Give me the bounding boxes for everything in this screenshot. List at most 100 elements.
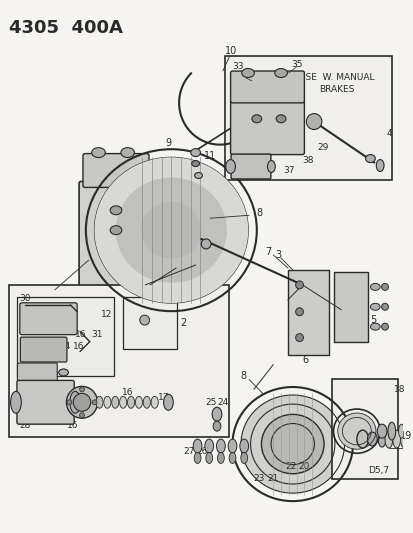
Bar <box>224 56 391 181</box>
Text: 19: 19 <box>399 431 411 441</box>
Text: 16: 16 <box>75 330 86 339</box>
Text: 38: 38 <box>302 156 313 165</box>
Text: 16: 16 <box>67 421 79 430</box>
Ellipse shape <box>121 148 134 158</box>
Text: 30: 30 <box>19 294 30 303</box>
FancyBboxPatch shape <box>20 337 67 362</box>
Circle shape <box>306 114 321 130</box>
Bar <box>333 272 367 342</box>
Circle shape <box>79 387 84 392</box>
Text: 33: 33 <box>232 61 243 70</box>
Bar <box>133 307 166 338</box>
Ellipse shape <box>70 391 81 413</box>
Bar <box>287 270 328 354</box>
Ellipse shape <box>96 397 103 408</box>
Text: 15: 15 <box>19 340 30 349</box>
Text: 23: 23 <box>252 474 264 483</box>
Ellipse shape <box>261 414 323 474</box>
Ellipse shape <box>381 284 387 290</box>
Ellipse shape <box>370 303 379 310</box>
Text: 8: 8 <box>240 372 246 382</box>
Ellipse shape <box>143 397 150 408</box>
Text: 36: 36 <box>230 159 242 168</box>
Ellipse shape <box>275 115 285 123</box>
Ellipse shape <box>211 407 221 421</box>
Ellipse shape <box>104 397 111 408</box>
Ellipse shape <box>370 323 379 330</box>
Text: 25: 25 <box>205 398 216 407</box>
FancyBboxPatch shape <box>17 381 74 424</box>
Circle shape <box>295 334 303 342</box>
Text: 9: 9 <box>165 138 171 148</box>
Bar <box>9 285 228 437</box>
Ellipse shape <box>135 397 142 408</box>
Ellipse shape <box>228 453 235 464</box>
Ellipse shape <box>381 323 387 330</box>
Text: 1: 1 <box>45 289 51 299</box>
Ellipse shape <box>241 69 254 77</box>
Text: 8: 8 <box>256 208 262 219</box>
Text: 16: 16 <box>73 342 85 351</box>
Text: 13: 13 <box>19 308 30 317</box>
Text: D5,7: D5,7 <box>368 466 389 475</box>
Circle shape <box>79 413 84 418</box>
FancyBboxPatch shape <box>230 99 304 155</box>
Circle shape <box>140 315 149 325</box>
Text: 22: 22 <box>285 463 296 472</box>
Ellipse shape <box>240 395 344 493</box>
Ellipse shape <box>213 421 221 431</box>
Ellipse shape <box>239 439 248 453</box>
Text: 20: 20 <box>298 463 309 472</box>
Text: 37: 37 <box>282 166 294 175</box>
FancyBboxPatch shape <box>230 71 304 103</box>
FancyBboxPatch shape <box>79 181 152 290</box>
Circle shape <box>92 400 97 405</box>
Text: 31: 31 <box>92 330 103 339</box>
Text: 18: 18 <box>393 385 404 394</box>
Text: 16: 16 <box>121 388 133 397</box>
Bar <box>331 379 396 479</box>
Text: 4305  400A: 4305 400A <box>9 19 123 37</box>
Text: 21: 21 <box>267 474 278 483</box>
Ellipse shape <box>337 413 375 449</box>
Ellipse shape <box>110 206 121 215</box>
Circle shape <box>295 281 303 289</box>
Ellipse shape <box>141 202 201 259</box>
Ellipse shape <box>252 115 261 123</box>
Circle shape <box>295 308 303 316</box>
Ellipse shape <box>94 157 248 303</box>
Text: 17: 17 <box>158 393 169 402</box>
Ellipse shape <box>409 424 413 438</box>
Ellipse shape <box>204 439 213 453</box>
Ellipse shape <box>400 430 407 448</box>
Ellipse shape <box>11 391 21 413</box>
Ellipse shape <box>384 430 392 448</box>
Ellipse shape <box>387 422 395 440</box>
Text: 35: 35 <box>290 60 301 69</box>
Ellipse shape <box>376 424 386 438</box>
Text: 27: 27 <box>183 447 194 456</box>
Ellipse shape <box>225 159 235 173</box>
Text: 7: 7 <box>265 247 271 257</box>
Ellipse shape <box>191 160 199 166</box>
Ellipse shape <box>375 159 383 172</box>
Ellipse shape <box>194 173 202 179</box>
Ellipse shape <box>116 177 226 283</box>
FancyBboxPatch shape <box>20 303 77 335</box>
Ellipse shape <box>370 284 379 290</box>
Text: 34: 34 <box>232 71 243 80</box>
Ellipse shape <box>193 439 202 453</box>
Ellipse shape <box>127 397 134 408</box>
Ellipse shape <box>404 424 409 438</box>
Ellipse shape <box>267 160 275 173</box>
Text: 29: 29 <box>316 143 328 152</box>
Ellipse shape <box>151 397 158 408</box>
Circle shape <box>201 239 211 249</box>
Text: 11: 11 <box>204 151 216 160</box>
Bar <box>17 297 114 376</box>
Circle shape <box>67 400 71 405</box>
Text: 5: 5 <box>370 314 376 325</box>
Text: USE  W. MANUAL: USE W. MANUAL <box>298 74 373 83</box>
Ellipse shape <box>356 430 368 448</box>
Ellipse shape <box>59 369 68 376</box>
